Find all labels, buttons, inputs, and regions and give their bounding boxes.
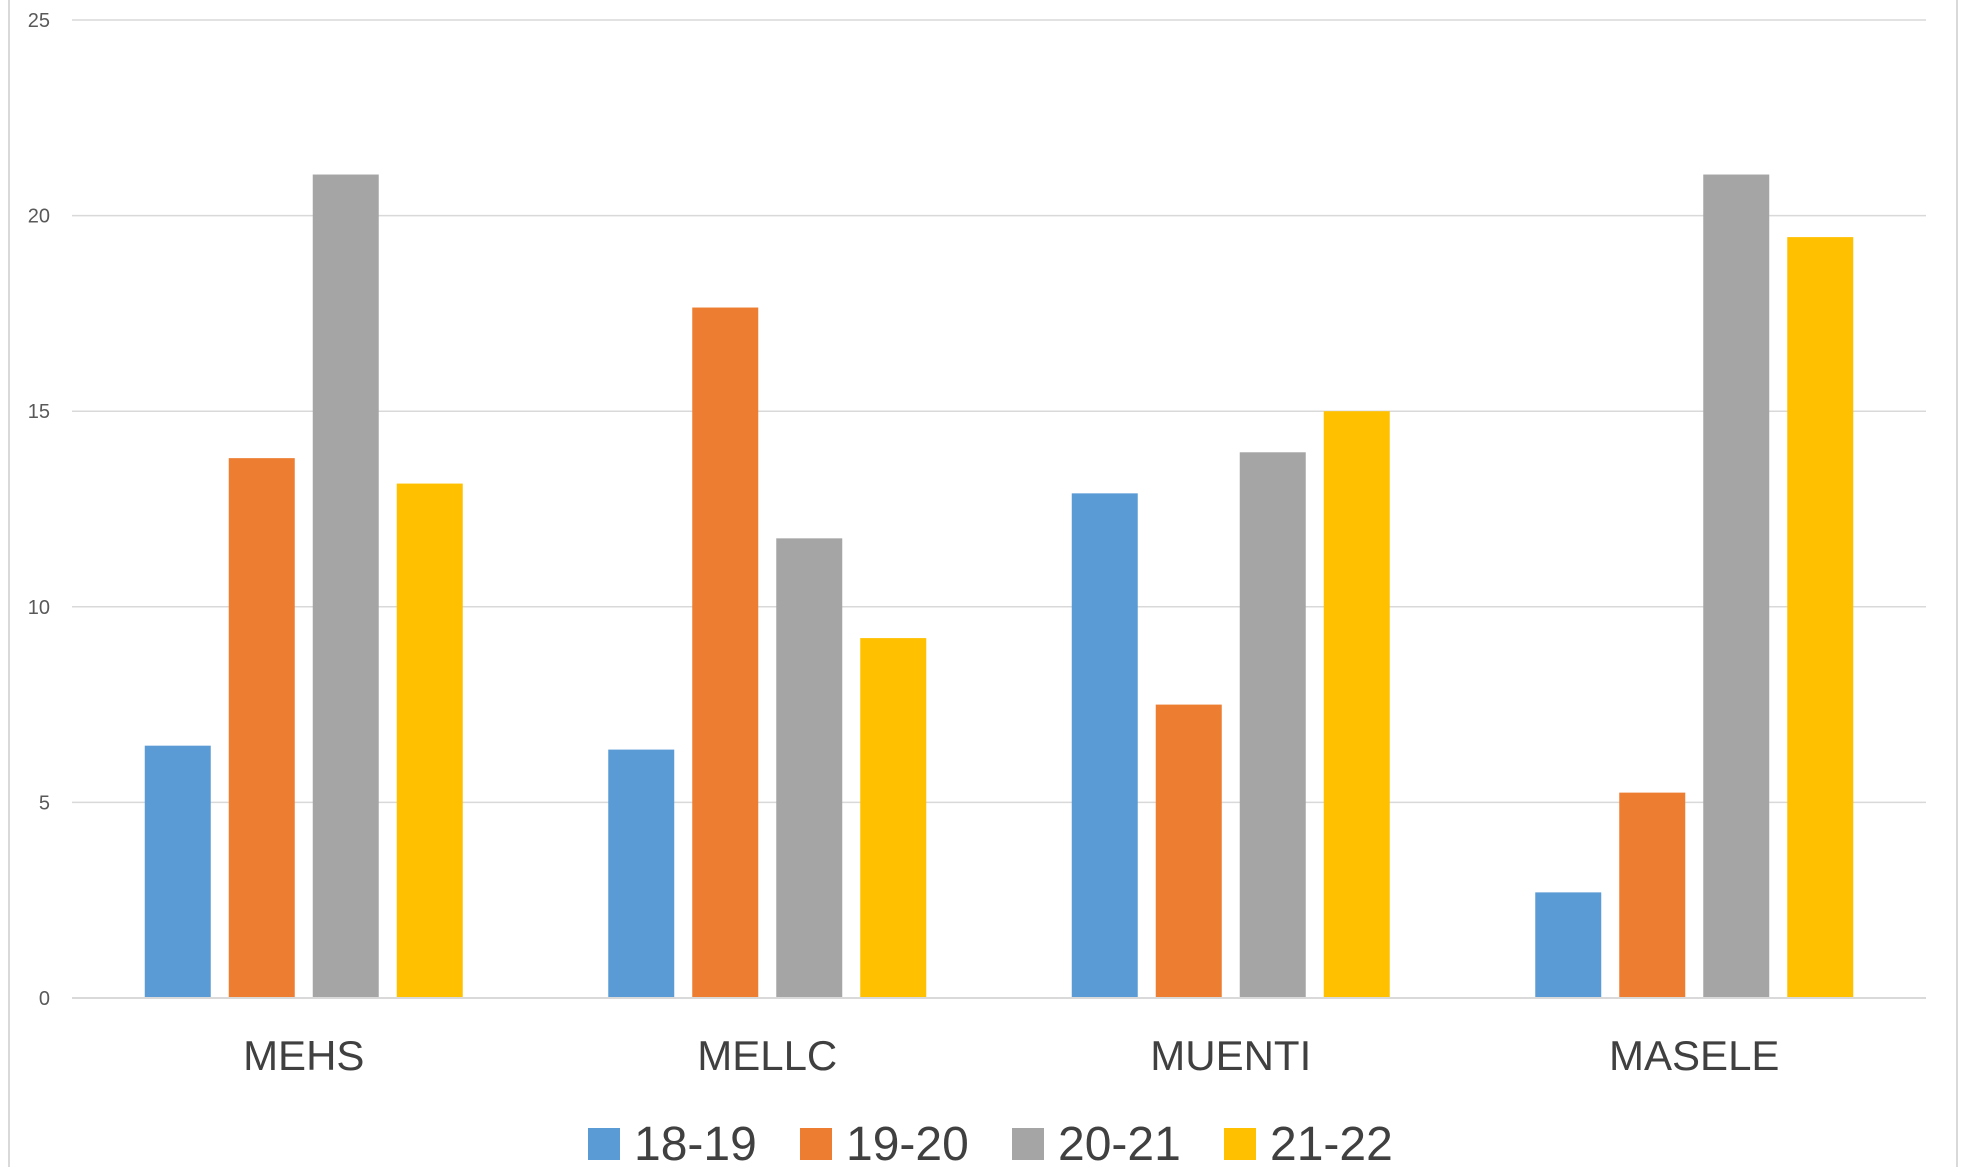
bar-mellc-21-22 [860, 638, 927, 998]
legend-swatch [800, 1128, 832, 1160]
x-axis-ticks: MEHS MELLC MUENTI MASELE [243, 1032, 1779, 1079]
bar-masele-18-19 [1535, 892, 1602, 998]
x-tick-label: MEHS [243, 1032, 364, 1079]
bar-muenti-21-22 [1323, 411, 1390, 998]
legend-label: 21-22 [1270, 1118, 1393, 1167]
bar-masele-20-21 [1703, 174, 1770, 999]
y-axis-ticks: 0 5 10 15 20 25 [28, 10, 50, 1010]
bar-masele-19-20 [1619, 792, 1686, 998]
legend-label: 19-20 [846, 1118, 969, 1167]
bar-mellc-18-19 [608, 749, 675, 998]
legend-label: 20-21 [1058, 1118, 1181, 1167]
x-tick-label: MELLC [697, 1032, 837, 1079]
x-tick-label: MUENTI [1150, 1032, 1311, 1079]
bar-mehs-21-22 [396, 483, 463, 998]
y-tick-label: 0 [39, 988, 50, 1010]
bar-mellc-19-20 [692, 307, 759, 999]
y-tick-label: 5 [39, 792, 50, 814]
bar-mellc-20-21 [776, 538, 843, 998]
bar-muenti-18-19 [1071, 493, 1138, 998]
legend-swatch [1012, 1128, 1044, 1160]
bar-mehs-18-19 [144, 745, 211, 998]
legend-label: 18-19 [634, 1118, 757, 1167]
bar-muenti-19-20 [1155, 704, 1222, 998]
bars [144, 174, 1854, 999]
bar-muenti-20-21 [1239, 452, 1306, 998]
legend: 18-19 19-20 20-21 21-22 [588, 1118, 1393, 1171]
y-tick-label: 10 [28, 597, 50, 619]
gridlines [72, 19, 1926, 804]
y-tick-label: 20 [28, 206, 50, 228]
x-tick-label: MASELE [1609, 1032, 1779, 1079]
y-tick-label: 15 [28, 401, 50, 423]
bar-mehs-20-21 [312, 174, 379, 999]
bar-mehs-19-20 [228, 458, 295, 998]
legend-swatch [1224, 1128, 1256, 1160]
y-tick-label: 25 [28, 10, 50, 32]
bar-masele-21-22 [1787, 237, 1854, 999]
legend-swatch [588, 1128, 620, 1160]
